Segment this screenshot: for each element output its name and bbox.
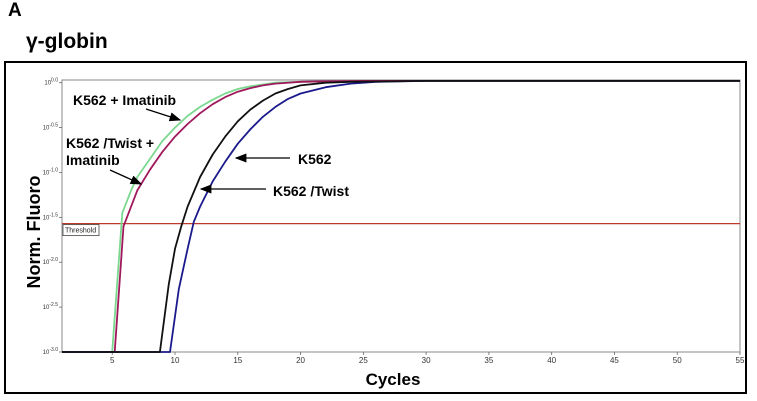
y-ticks: 100.0 10-0.5 10-1.0 10-1.5 10-2.0 10-2.5 10-3.… [43,78,62,356]
annotation-arrow-k562-twist-imatinib [109,169,143,185]
x-tick-label: 15 [233,356,242,365]
series-line-k562 [62,80,740,353]
annotation-k562-twist-imatinib-line2: Imatinib [66,152,120,168]
y-tick-label: 10-2.0 [43,257,59,266]
annotation-k562: K562 [298,151,332,167]
x-ticks: 5 10 15 20 25 30 35 40 45 50 55 [110,352,745,365]
series-lines [62,80,740,353]
annotation-arrow-k562-imatinib [145,108,182,122]
x-tick-label: 55 [736,356,745,365]
chart-title: γ-globin [26,30,108,53]
series-line-k562-twist-imatinib [62,80,740,353]
plot-area [61,79,741,353]
threshold-label: Threshold [65,228,96,235]
y-tick-label: 100.0 [44,78,58,87]
panel-label: A [8,0,22,21]
y-tick-label: 10-2.5 [43,302,59,311]
x-axis-label: Cycles [366,370,421,389]
x-tick-label: 20 [296,356,305,365]
x-tick-label: 45 [610,356,619,365]
x-tick-label: 30 [422,356,431,365]
y-axis-label: Norm. Fluoro [24,176,44,289]
x-tick-label: 35 [484,356,493,365]
x-tick-label: 10 [171,356,180,365]
threshold-label-box [62,224,100,237]
x-tick-label: 25 [359,356,368,365]
annotation-k562-twist-imatinib-line1: K562 /Twist + [66,135,154,151]
x-tick-label: 40 [547,356,556,365]
y-tick-label: 10-3.0 [43,347,59,356]
series-line-k562-twist [62,80,740,353]
x-tick-label: 50 [673,356,682,365]
x-tick-label: 5 [110,356,115,365]
y-tick-label: 10-1.5 [43,212,59,221]
annotation-k562-twist: K562 /Twist [273,183,349,199]
y-tick-label: 10-1.0 [43,167,59,176]
y-tick-label: 10-0.5 [43,123,59,132]
annotation-k562-imatinib: K562 + Imatinib [73,92,176,108]
